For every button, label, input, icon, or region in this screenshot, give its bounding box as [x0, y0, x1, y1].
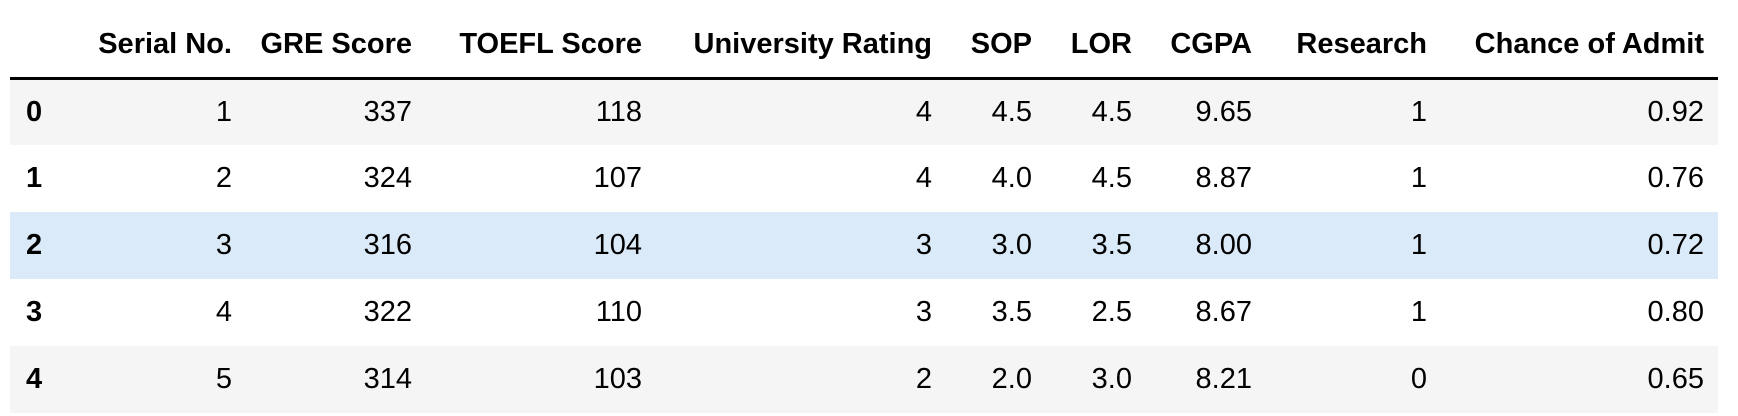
row-index: 0	[26, 95, 43, 128]
cell-serial-no: 1	[215, 95, 232, 128]
cell-chance-of-admit: 0.65	[1647, 363, 1704, 395]
cell-toefl-score: 110	[595, 296, 642, 328]
cell-lor: 4.5	[1091, 162, 1132, 194]
cell-toefl-score: 107	[593, 162, 642, 194]
cell-university-rating: 4	[915, 95, 932, 128]
table-row: 3 4 322 110 3 3.5 2.5 8.67 1 0.80	[10, 279, 1718, 346]
table-row: 4 5 314 103 2 2.0 3.0 8.21 0 0.65	[10, 346, 1718, 413]
cell-serial-no: 3	[215, 229, 232, 261]
column-header-cgpa: CGPA	[1146, 12, 1266, 80]
cell-lor: 3.0	[1091, 363, 1132, 395]
cell-chance-of-admit: 0.76	[1647, 162, 1704, 194]
cell-gre-score: 337	[363, 95, 412, 128]
cell-university-rating: 3	[915, 296, 932, 328]
cell-serial-no: 2	[215, 162, 232, 194]
cell-chance-of-admit: 0.72	[1647, 229, 1704, 261]
row-index: 2	[26, 229, 43, 261]
row-index: 4	[26, 363, 43, 395]
column-header-gre-score: GRE Score	[246, 12, 426, 80]
cell-sop: 3.5	[991, 296, 1032, 328]
cell-lor: 4.5	[1091, 95, 1132, 128]
table-row-highlighted: 2 3 316 104 3 3.0 3.5 8.00 1 0.72	[10, 212, 1718, 279]
column-header-sop: SOP	[946, 12, 1046, 80]
cell-gre-score: 324	[363, 162, 412, 194]
table-body: 0 1 337 118 4 4.5 4.5 9.65 1 0.92 1 2 32…	[10, 78, 1718, 413]
cell-university-rating: 3	[915, 229, 932, 261]
row-index: 1	[26, 162, 43, 194]
cell-gre-score: 322	[363, 296, 412, 328]
index-header	[10, 12, 66, 80]
column-header-lor: LOR	[1046, 12, 1146, 80]
cell-research: 0	[1410, 363, 1427, 395]
cell-chance-of-admit: 0.92	[1647, 95, 1704, 128]
cell-research: 1	[1410, 162, 1427, 194]
cell-research: 1	[1410, 229, 1427, 261]
column-header-chance-of-admit: Chance of Admit	[1441, 12, 1718, 80]
column-header-toefl-score: TOEFL Score	[426, 12, 656, 80]
row-index: 3	[26, 296, 43, 328]
column-header-research: Research	[1266, 12, 1441, 80]
cell-cgpa: 8.00	[1195, 229, 1252, 261]
header-row: Serial No. GRE Score TOEFL Score Univers…	[10, 12, 1718, 80]
cell-cgpa: 8.87	[1195, 162, 1252, 194]
table-row: 0 1 337 118 4 4.5 4.5 9.65 1 0.92	[10, 78, 1718, 145]
cell-cgpa: 9.65	[1195, 95, 1252, 128]
cell-sop: 2.0	[991, 363, 1032, 395]
dataframe-table: Serial No. GRE Score TOEFL Score Univers…	[10, 12, 1718, 413]
cell-sop: 4.0	[991, 162, 1032, 194]
table-header: Serial No. GRE Score TOEFL Score Univers…	[10, 12, 1718, 80]
cell-chance-of-admit: 0.80	[1647, 296, 1704, 328]
cell-sop: 3.0	[991, 229, 1032, 261]
cell-sop: 4.5	[991, 95, 1032, 128]
cell-toefl-score: 118	[595, 95, 642, 128]
cell-toefl-score: 104	[593, 229, 642, 261]
cell-serial-no: 5	[215, 363, 232, 395]
cell-gre-score: 316	[363, 229, 412, 261]
cell-cgpa: 8.21	[1195, 363, 1252, 395]
cell-university-rating: 4	[915, 162, 932, 194]
cell-lor: 2.5	[1091, 296, 1132, 328]
cell-university-rating: 2	[915, 363, 932, 395]
column-header-serial-no: Serial No.	[66, 12, 246, 80]
cell-research: 1	[1410, 296, 1427, 328]
cell-toefl-score: 103	[593, 363, 642, 395]
cell-gre-score: 314	[363, 363, 412, 395]
table-row: 1 2 324 107 4 4.0 4.5 8.87 1 0.76	[10, 145, 1718, 212]
cell-cgpa: 8.67	[1195, 296, 1252, 328]
column-header-university-rating: University Rating	[656, 12, 946, 80]
cell-research: 1	[1410, 95, 1427, 128]
cell-lor: 3.5	[1091, 229, 1132, 261]
cell-serial-no: 4	[215, 296, 232, 328]
